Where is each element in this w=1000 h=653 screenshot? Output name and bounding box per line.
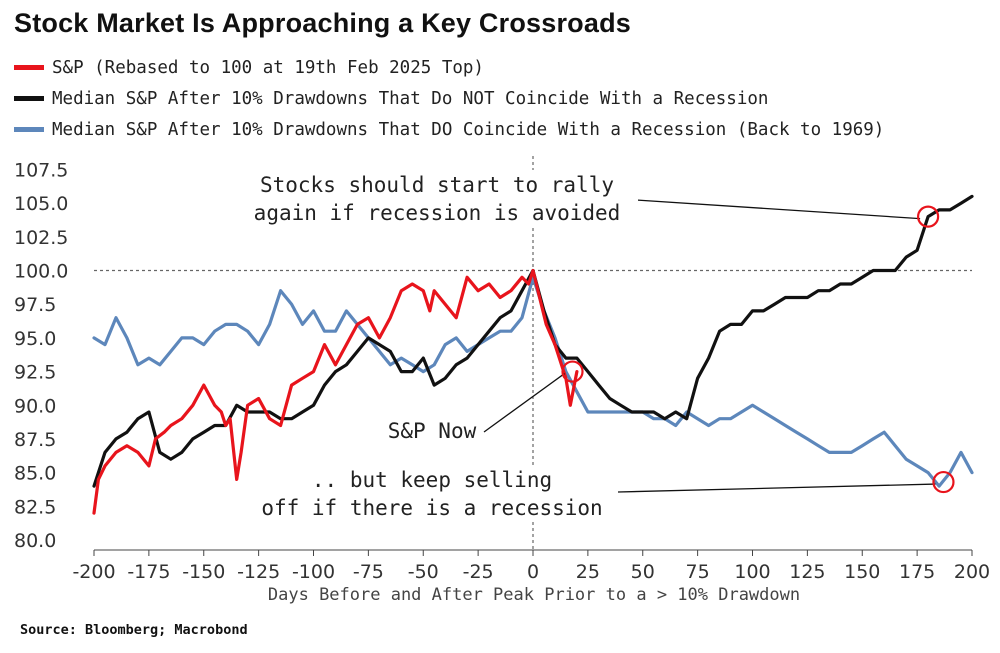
annotation-circle-rally <box>916 205 940 228</box>
x-tick-label: 175 <box>899 561 935 583</box>
legend-item-sp: S&P (Rebased to 100 at 19th Feb 2025 Top… <box>14 52 884 83</box>
annotation-rally-line1: Stocks should start to rally <box>260 173 614 197</box>
x-tick-label: -150 <box>182 561 225 583</box>
annotation-selling-line2: off if there is a recession <box>261 496 602 520</box>
annotation-rally-line2: again if recession is avoided <box>254 201 621 225</box>
y-tick-label: 90.0 <box>14 395 56 417</box>
legend-label-sp: S&P (Rebased to 100 at 19th Feb 2025 Top… <box>52 57 484 78</box>
y-tick-label: 82.5 <box>14 496 56 518</box>
x-tick-label: -125 <box>237 561 280 583</box>
x-tick-label: 25 <box>576 561 600 583</box>
legend-label-no-recession: Median S&P After 10% Drawdowns That Do N… <box>52 88 769 109</box>
y-tick-label: 80.0 <box>14 530 56 552</box>
x-tick-label: -200 <box>72 561 115 583</box>
x-tick-label: -100 <box>292 561 335 583</box>
legend-item-recession: Median S&P After 10% Drawdowns That DO C… <box>14 114 884 145</box>
x-tick-label: 150 <box>844 561 880 583</box>
y-tick-label: 92.5 <box>14 362 56 384</box>
x-tick-label: 200 <box>954 561 990 583</box>
x-tick-label: -175 <box>127 561 170 583</box>
legend-swatch-no-recession <box>14 96 44 101</box>
y-tick-label: 107.5 <box>14 159 68 181</box>
x-axis: -200 -175 -150 -125 -100 -75 -50 -25 0 25 50 75 100 1… <box>72 549 990 583</box>
y-tick-label: 97.5 <box>14 294 56 316</box>
annotation-sp-now: S&P Now <box>388 419 477 443</box>
x-tick-label: 100 <box>734 561 770 583</box>
x-tick-label: -50 <box>408 561 439 583</box>
x-axis-label: Days Before and After Peak Prior to a > … <box>268 585 800 605</box>
annotation-leader-selling <box>617 483 936 493</box>
chart-title: Stock Market Is Approaching a Key Crossr… <box>14 8 631 38</box>
y-tick-label: 85.0 <box>14 463 56 485</box>
annotation-circle-selling <box>932 470 955 494</box>
legend-swatch-sp <box>14 65 44 70</box>
annotation-leader-rally <box>635 199 921 220</box>
legend-label-recession: Median S&P After 10% Drawdowns That DO C… <box>52 119 885 140</box>
annotation-leader-sp-now <box>483 373 565 433</box>
x-tick-label: -25 <box>463 561 494 583</box>
series-line-no-recession <box>92 194 974 488</box>
y-tick-label: 102.5 <box>14 227 68 249</box>
legend-item-no-recession: Median S&P After 10% Drawdowns That Do N… <box>14 83 884 114</box>
annotation-circle-sp-now <box>561 360 584 383</box>
series-line-recession <box>92 275 974 488</box>
x-tick-label: 125 <box>789 561 825 583</box>
series-line-sp <box>92 268 579 515</box>
x-tick-label: -75 <box>353 561 384 583</box>
legend-swatch-recession <box>14 127 44 132</box>
annotation-bg-selling <box>246 466 618 522</box>
y-tick-label: 87.5 <box>14 429 56 451</box>
y-axis: 80.0 82.5 85.0 87.5 90.0 92.5 95.0 97.5 100.0 102… <box>14 159 68 552</box>
annotation-bg-rally <box>236 170 638 228</box>
chart-legend: S&P (Rebased to 100 at 19th Feb 2025 Top… <box>14 52 884 145</box>
x-tick-label: 0 <box>527 561 539 583</box>
y-tick-label: 100.0 <box>14 261 68 283</box>
annotation-layer: Stocks should start to rally again if re… <box>236 170 955 522</box>
y-tick-label: 95.0 <box>14 328 56 350</box>
series-layer <box>92 194 974 515</box>
source-note: Source: Bloomberg; Macrobond <box>20 622 248 638</box>
x-tick-label: 50 <box>631 561 655 583</box>
x-tick-label: 75 <box>686 561 710 583</box>
y-tick-label: 105.0 <box>14 193 68 215</box>
annotation-selling-line1: .. but keep selling <box>312 468 552 492</box>
